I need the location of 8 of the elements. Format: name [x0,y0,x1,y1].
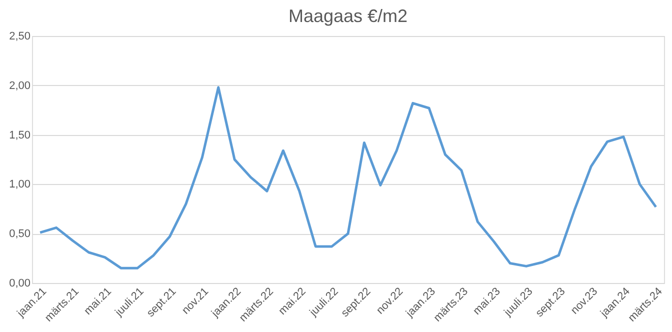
y-tick-label: 0,00 [9,278,30,290]
y-tick-label: 1,50 [9,129,30,142]
chart-title: Maagaas €/m2 [288,6,408,26]
y-tick-label: 1,00 [9,178,30,191]
line-series [38,86,658,270]
y-tick-label: 2,00 [9,80,30,92]
y-tick-label: 2,50 [9,30,30,42]
y-tick-label: 0,50 [9,228,30,240]
